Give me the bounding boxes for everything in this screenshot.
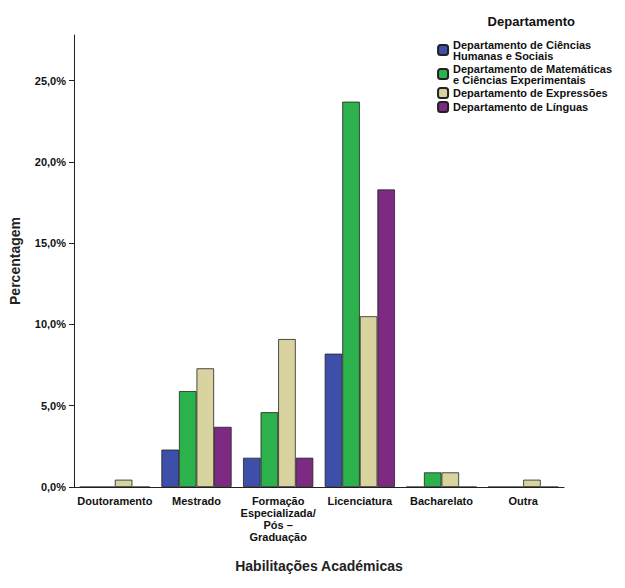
svg-text:e Ciências Experimentais: e Ciências Experimentais bbox=[453, 74, 586, 86]
svg-text:Departamento de Matemáticas: Departamento de Matemáticas bbox=[453, 62, 612, 75]
svg-text:0,0%: 0,0% bbox=[41, 481, 66, 493]
svg-text:10,0%: 10,0% bbox=[35, 318, 66, 330]
svg-text:Especializada/: Especializada/ bbox=[241, 507, 316, 519]
svg-text:Departamento: Departamento bbox=[488, 14, 575, 29]
svg-text:Percentagem: Percentagem bbox=[7, 217, 23, 305]
svg-text:Departamento de Expressões: Departamento de Expressões bbox=[453, 87, 608, 99]
svg-text:Mestrado: Mestrado bbox=[172, 495, 221, 507]
svg-text:Bacharelato: Bacharelato bbox=[410, 495, 473, 507]
svg-text:Pós –: Pós – bbox=[263, 519, 292, 531]
svg-text:Outra: Outra bbox=[508, 495, 538, 507]
svg-text:Formação: Formação bbox=[252, 495, 305, 507]
svg-text:Licenciatura: Licenciatura bbox=[327, 495, 393, 507]
svg-text:Habilitações Académicas: Habilitações Académicas bbox=[235, 558, 403, 574]
svg-text:Humanas e Sociais: Humanas e Sociais bbox=[453, 50, 553, 62]
svg-text:Graduação: Graduação bbox=[249, 531, 307, 543]
svg-text:Doutoramento: Doutoramento bbox=[77, 495, 152, 507]
svg-text:Departamento de Ciências: Departamento de Ciências bbox=[453, 38, 592, 51]
svg-text:5,0%: 5,0% bbox=[41, 400, 66, 412]
svg-text:25,0%: 25,0% bbox=[35, 75, 66, 87]
svg-text:15,0%: 15,0% bbox=[35, 237, 66, 249]
svg-text:20,0%: 20,0% bbox=[35, 156, 66, 168]
svg-text:Departamento de Línguas: Departamento de Línguas bbox=[453, 101, 588, 113]
